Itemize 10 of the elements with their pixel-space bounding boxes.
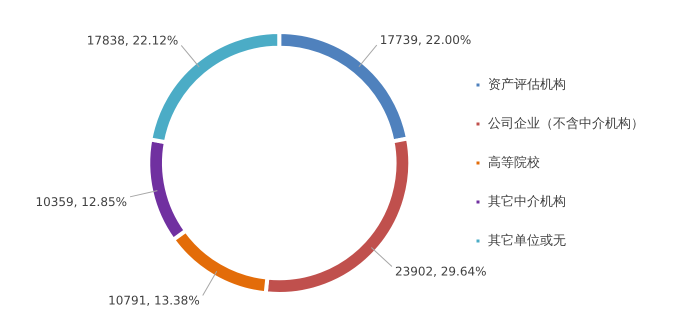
data-label: 23902, 29.64% <box>394 264 487 279</box>
legend-label: 其它单位或无 <box>488 232 566 248</box>
legend-label: 公司企业（不含中介机构） <box>488 116 644 132</box>
legend-label: 高等院校 <box>488 154 540 170</box>
data-label: 17838, 22.12% <box>86 34 178 48</box>
data-label: 10359, 12.85% <box>35 194 128 209</box>
legend-label: 资产评估机构 <box>488 77 566 92</box>
data-label: 17739, 22.00% <box>380 33 472 48</box>
data-label: 10791, 13.38% <box>108 294 200 308</box>
legend-label: 其它中介机构 <box>488 193 566 210</box>
